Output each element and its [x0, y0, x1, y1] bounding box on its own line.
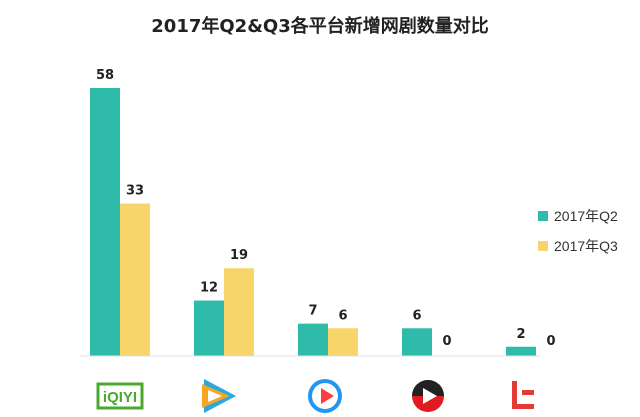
bar-tencent-video-logo-series-1	[194, 300, 224, 356]
data-label-sohu-video-logo-series-2: 0	[442, 334, 451, 349]
iqiyi-logo-text: iQIYI	[103, 389, 137, 406]
youku-logo	[308, 379, 342, 413]
data-label-tencent-video-logo-series-1: 12	[200, 281, 218, 296]
data-label-tencent-video-logo-series-2: 19	[230, 248, 248, 263]
legend-item-q3: 2017年Q3	[538, 236, 618, 256]
bar-sohu-video-logo-series-1	[402, 328, 432, 356]
bar-iqiyi-logo-series-1	[90, 88, 120, 356]
bars-group	[90, 88, 536, 356]
data-label-letv-logo-series-2: 0	[546, 334, 555, 349]
legend-swatch-q2	[538, 211, 548, 221]
bar-letv-logo-series-1	[506, 346, 536, 356]
data-label-sohu-video-logo-series-1: 6	[412, 308, 421, 323]
iqiyi-logo: iQIYI	[96, 382, 144, 410]
data-label-iqiyi-logo-series-1: 58	[96, 68, 114, 83]
chart-title: 2017年Q2&Q3各平台新增网剧数量对比	[151, 16, 489, 37]
legend-label-q3: 2017年Q3	[554, 238, 618, 254]
legend-label-q2: 2017年Q2	[554, 208, 618, 224]
bar-tencent-video-logo-series-2	[224, 268, 254, 356]
data-label-youku-logo-series-1: 7	[308, 304, 317, 319]
data-label-iqiyi-logo-series-2: 33	[126, 184, 144, 199]
legend-swatch-q3	[538, 241, 548, 251]
bar-youku-logo-series-1	[298, 323, 328, 356]
legend-item-q2: 2017年Q2	[538, 206, 618, 226]
bar-youku-logo-series-2	[328, 328, 358, 356]
tencent-video-logo	[202, 379, 236, 413]
letv-logo	[512, 381, 534, 409]
data-label-letv-logo-series-1: 2	[516, 327, 525, 342]
sohu-video-logo	[412, 380, 444, 412]
legend: 2017年Q2 2017年Q3	[538, 206, 618, 266]
data-label-youku-logo-series-2: 6	[338, 308, 347, 323]
data-labels-group: 58 33 12 19 7 6 6 0 2 0	[96, 68, 556, 349]
bar-iqiyi-logo-series-2	[120, 203, 150, 356]
